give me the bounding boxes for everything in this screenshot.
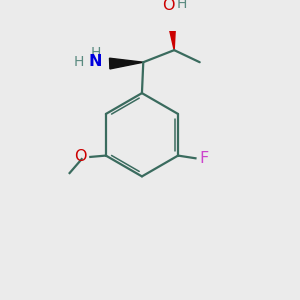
Text: O: O	[162, 0, 175, 13]
Text: O: O	[74, 149, 86, 164]
Polygon shape	[167, 19, 176, 50]
Text: F: F	[200, 151, 209, 166]
Text: N: N	[89, 54, 103, 69]
Text: H: H	[177, 0, 188, 11]
Text: H: H	[74, 55, 84, 69]
Polygon shape	[110, 58, 143, 69]
Text: H: H	[91, 46, 101, 60]
